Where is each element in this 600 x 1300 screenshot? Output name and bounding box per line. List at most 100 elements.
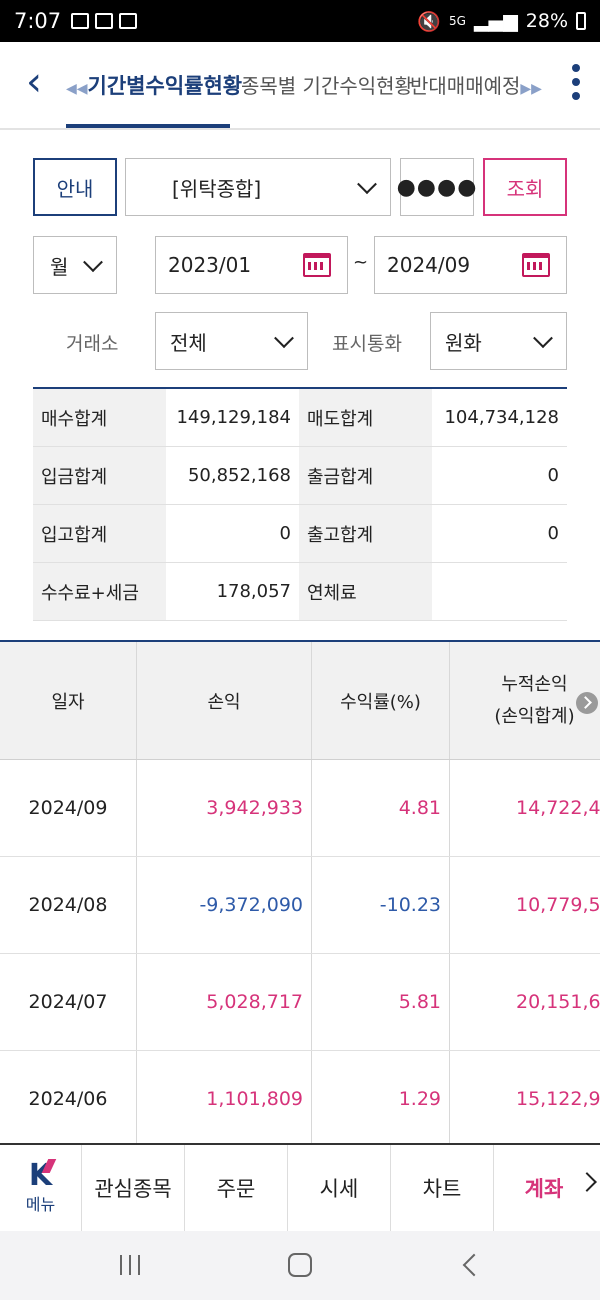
next-tabs-icon: ▶▶ xyxy=(520,81,542,97)
cell-pnl: 1,101,809 xyxy=(137,1051,312,1145)
summary-key: 연체료 xyxy=(299,563,432,620)
nav-menu-label: 메뉴 xyxy=(25,1195,56,1214)
header-cumulative: 누적손익 (손익합계) xyxy=(450,642,600,759)
cell-date: 2024/08 xyxy=(0,857,137,953)
exchange-label: 거래소 xyxy=(66,333,119,355)
summary-value: 0 xyxy=(547,465,559,486)
scroll-right-icon[interactable] xyxy=(576,692,598,714)
nav-order[interactable]: 주문 xyxy=(185,1145,288,1231)
chevron-down-icon xyxy=(274,328,294,349)
nav-chart[interactable]: 차트 xyxy=(391,1145,494,1231)
system-back-icon[interactable] xyxy=(462,1253,486,1277)
cell-pnl: 3,942,933 xyxy=(137,760,312,856)
summary-value: 0 xyxy=(547,523,559,544)
notification-icon xyxy=(95,13,114,29)
chevron-down-icon xyxy=(357,174,377,195)
more-vertical-icon[interactable] xyxy=(570,64,582,106)
account-select[interactable]: [위탁종합] xyxy=(125,158,391,216)
tab-forced-sale[interactable]: 반대매매예정▶▶ xyxy=(410,70,542,99)
cell-cumulative: 20,151,62 xyxy=(450,954,600,1050)
tab-bar: ‹ ◀◀기간별수익률현황 종목별 기간수익현황 반대매매예정▶▶ xyxy=(0,42,600,130)
exchange-select[interactable]: 전체 xyxy=(155,312,308,370)
summary-value: 149,129,184 xyxy=(176,407,291,428)
notification-icon xyxy=(71,13,90,29)
summary-value: 50,852,168 xyxy=(187,465,291,486)
cell-pnl: -9,372,090 xyxy=(137,857,312,953)
end-date-field[interactable]: 2024/09 xyxy=(374,236,567,294)
calendar-icon[interactable] xyxy=(303,253,331,277)
cell-pnl: 5,028,717 xyxy=(137,954,312,1050)
account-value: [위탁종합] xyxy=(172,176,262,201)
nav-menu[interactable]: K 메뉴 xyxy=(0,1145,82,1231)
info-button[interactable]: 안내 xyxy=(33,158,117,216)
k-logo-icon: K xyxy=(28,1158,53,1193)
header-rate: 수익률(%) xyxy=(312,642,450,759)
clock: 7:07 xyxy=(14,9,62,33)
active-tab-indicator xyxy=(66,124,230,128)
cell-date: 2024/07 xyxy=(0,954,137,1050)
home-icon[interactable] xyxy=(288,1253,312,1277)
chevron-down-icon xyxy=(83,252,103,273)
network-label: 5G xyxy=(448,14,466,28)
summary-key: 입고합계 xyxy=(33,505,166,562)
battery-icon xyxy=(576,12,586,30)
summary-value xyxy=(432,563,567,620)
cell-date: 2024/06 xyxy=(0,1051,137,1145)
tab-forced-sale-label: 반대매매예정 xyxy=(410,74,521,98)
summary-table: 매수합계 149,129,184 매도합계 104,734,128 입금합계 5… xyxy=(33,387,567,621)
currency-select[interactable]: 원화 xyxy=(430,312,567,370)
calendar-icon[interactable] xyxy=(522,253,550,277)
cell-rate: 4.81 xyxy=(312,760,450,856)
cell-cumulative: 14,722,46 xyxy=(450,760,600,856)
header-date: 일자 xyxy=(0,642,137,759)
monthly-return-table[interactable]: 일자 손익 수익률(%) 누적손익 (손익합계) 2024/09 3,942,9… xyxy=(0,640,600,1145)
image-icon xyxy=(119,13,138,29)
back-icon[interactable]: ‹ xyxy=(26,59,42,105)
query-button[interactable]: 조회 xyxy=(483,158,567,216)
table-row[interactable]: 2024/07 5,028,717 5.81 20,151,62 xyxy=(0,954,600,1051)
tab-stock-return[interactable]: 종목별 기간수익현황 xyxy=(241,74,413,98)
summary-value: 104,734,128 xyxy=(444,407,559,428)
cell-cumulative: 15,122,90 xyxy=(450,1051,600,1145)
header-cumulative-line1: 누적손익 xyxy=(501,673,568,695)
cell-rate: 1.29 xyxy=(312,1051,450,1145)
start-date-field[interactable]: 2023/01 xyxy=(155,236,348,294)
start-date-value: 2023/01 xyxy=(168,253,252,277)
summary-key: 수수료+세금 xyxy=(33,563,166,620)
date-separator: ~ xyxy=(353,252,369,273)
end-date-value: 2024/09 xyxy=(387,253,471,277)
bottom-nav: K 메뉴 관심종목 주문 시세 차트 계좌 xyxy=(0,1143,600,1231)
chevron-down-icon xyxy=(533,328,553,349)
nav-quote[interactable]: 시세 xyxy=(288,1145,391,1231)
table-header: 일자 손익 수익률(%) 누적손익 (손익합계) xyxy=(0,642,600,760)
battery-level: 28% xyxy=(525,10,568,32)
table-row[interactable]: 2024/08 -9,372,090 -10.23 10,779,53 xyxy=(0,857,600,954)
summary-key: 매수합계 xyxy=(33,389,166,446)
exchange-value: 전체 xyxy=(170,330,207,355)
cell-rate: -10.23 xyxy=(312,857,450,953)
table-row[interactable]: 2024/09 3,942,933 4.81 14,722,46 xyxy=(0,760,600,857)
nav-account[interactable]: 계좌 xyxy=(524,1177,564,1201)
summary-key: 출고합계 xyxy=(299,505,432,562)
period-select[interactable]: 월 xyxy=(33,236,117,294)
summary-value: 0 xyxy=(279,523,291,544)
table-row[interactable]: 2024/06 1,101,809 1.29 15,122,90 xyxy=(0,1051,600,1145)
recents-icon[interactable] xyxy=(120,1255,144,1275)
summary-key: 매도합계 xyxy=(299,389,432,446)
summary-row: 수수료+세금 178,057 연체료 xyxy=(33,563,567,621)
signal-icon: ▂▄▆ xyxy=(473,10,518,32)
tab-period-return[interactable]: ◀◀기간별수익률현황 xyxy=(66,70,242,100)
status-bar: 7:07 🔇 5G ▂▄▆ 28% xyxy=(0,0,600,42)
currency-label: 표시통화 xyxy=(332,333,402,355)
period-value: 월 xyxy=(50,254,69,279)
summary-row: 매수합계 149,129,184 매도합계 104,734,128 xyxy=(33,389,567,447)
system-nav-bar xyxy=(0,1231,600,1300)
nav-watchlist[interactable]: 관심종목 xyxy=(82,1145,185,1231)
password-field[interactable]: ●●●● xyxy=(397,158,476,216)
header-cumulative-line2: (손익합계) xyxy=(494,705,575,727)
currency-value: 원화 xyxy=(445,330,482,355)
header-pnl: 손익 xyxy=(137,642,312,759)
summary-row: 입금합계 50,852,168 출금합계 0 xyxy=(33,447,567,505)
prev-tabs-icon: ◀◀ xyxy=(66,81,88,97)
mute-icon: 🔇 xyxy=(417,10,441,33)
